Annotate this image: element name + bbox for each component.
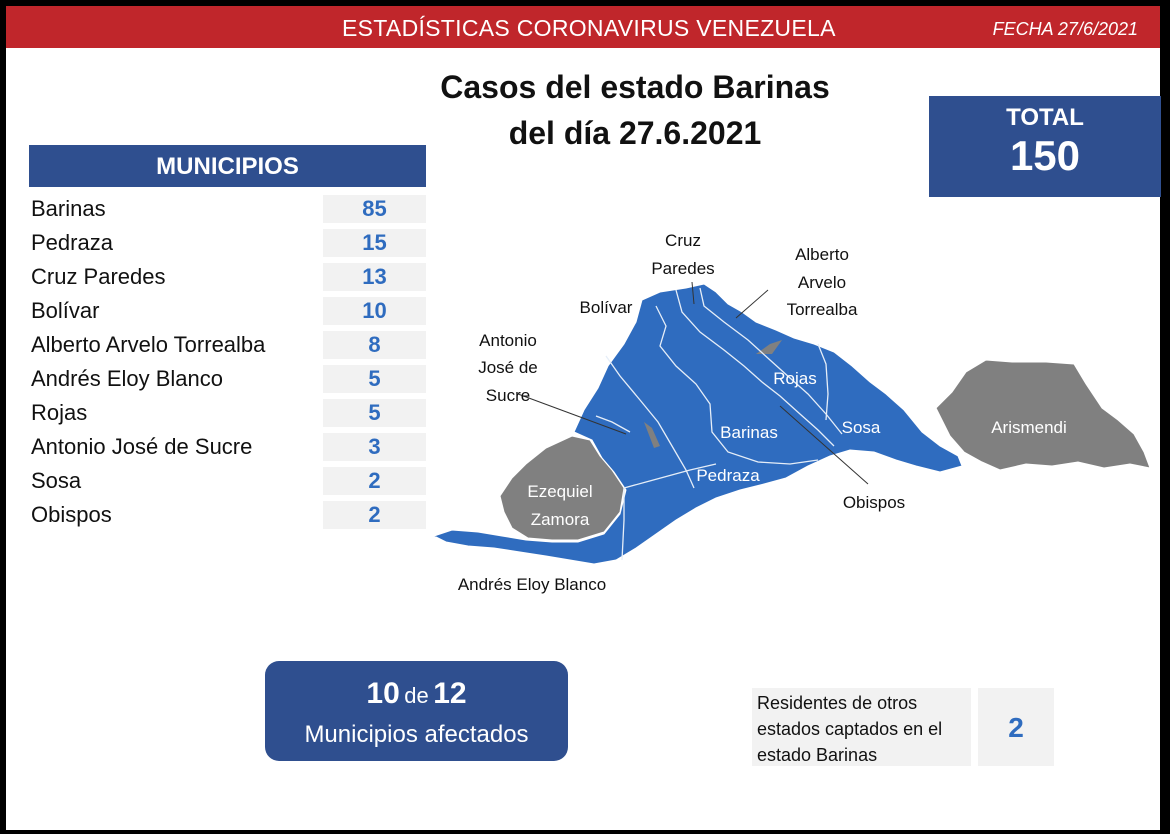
label-sucre-3: Sucre: [486, 386, 530, 405]
table-row: Antonio José de Sucre 3: [29, 430, 426, 464]
affected-count-line: 10 de 12: [265, 677, 568, 711]
municipio-name: Rojas: [31, 400, 88, 425]
affected-total: 12: [433, 677, 467, 710]
label-alberto-3: Torrealba: [787, 300, 858, 319]
municipio-name: Antonio José de Sucre: [31, 434, 253, 459]
total-box: TOTAL 150: [929, 96, 1161, 197]
table-row: Andrés Eloy Blanco 5: [29, 362, 426, 396]
table-row: Pedraza 15: [29, 226, 426, 260]
label-pedraza: Pedraza: [696, 466, 760, 485]
residents-value: 2: [978, 688, 1054, 766]
label-barinas: Barinas: [720, 423, 778, 442]
title-line-2: del día 27.6.2021: [508, 115, 762, 151]
label-rojas: Rojas: [773, 369, 816, 388]
municipio-cases: 15: [323, 229, 426, 257]
affected-label: Municipios afectados: [304, 721, 529, 748]
municipios-table: Barinas 85 Pedraza 15 Cruz Paredes 13 Bo…: [29, 192, 426, 532]
residents-line-2: estados captados en el: [757, 719, 943, 739]
header-date: FECHA 27/6/2021: [992, 19, 1138, 39]
page-title: Casos del estado Barinas del día 27.6.20…: [360, 64, 910, 156]
municipios-header: MUNICIPIOS: [29, 145, 426, 187]
affected-municipalities-box: 10 de 12 Municipios afectados: [265, 661, 568, 761]
table-row: Sosa 2: [29, 464, 426, 498]
municipio-cases: 2: [323, 467, 426, 495]
frame-bottom: [0, 830, 1170, 834]
label-alberto-1: Alberto: [795, 245, 849, 264]
label-cruz-paredes-2: Paredes: [651, 259, 714, 278]
label-bolivar: Bolívar: [580, 298, 633, 317]
municipio-cases: 8: [323, 331, 426, 359]
label-ezequiel-1: Ezequiel: [527, 482, 592, 501]
title-line-1: Casos del estado Barinas: [440, 69, 830, 105]
total-label: TOTAL: [1006, 104, 1084, 131]
municipio-cases: 5: [323, 399, 426, 427]
municipio-name: Cruz Paredes: [31, 264, 166, 289]
label-andres-eloy-blanco: Andrés Eloy Blanco: [458, 575, 606, 594]
label-sucre-1: Antonio: [479, 331, 537, 350]
leader-lines: [517, 281, 869, 485]
residents-line-1: Residentes de otros: [757, 693, 918, 713]
municipio-cases: 85: [323, 195, 426, 223]
municipio-cases: 10: [323, 297, 426, 325]
label-obispos: Obispos: [843, 493, 905, 512]
affected-connector: de: [404, 683, 429, 708]
header-bar: ESTADÍSTICAS CORONAVIRUS VENEZUELA FECHA…: [6, 6, 1160, 48]
table-row: Alberto Arvelo Torrealba 8: [29, 328, 426, 362]
municipio-name: Sosa: [31, 468, 82, 493]
table-row: Barinas 85: [29, 192, 426, 226]
municipio-name: Pedraza: [31, 230, 113, 255]
table-row: Cruz Paredes 13: [29, 260, 426, 294]
residents-text: Residentes de otros estados captados en …: [752, 688, 971, 766]
municipio-name: Bolívar: [31, 298, 100, 323]
label-sucre-2: José de: [478, 358, 538, 377]
header-title: ESTADÍSTICAS CORONAVIRUS VENEZUELA: [342, 15, 836, 41]
region-gray-sliver-1: [756, 340, 782, 354]
municipio-name: Alberto Arvelo Torrealba: [31, 332, 266, 357]
municipio-cases: 2: [323, 501, 426, 529]
affected-count: 10: [366, 677, 400, 710]
frame-right: [1160, 0, 1170, 834]
municipio-name: Andrés Eloy Blanco: [31, 366, 223, 391]
residents-line-3: estado Barinas: [757, 745, 878, 765]
frame-left: [0, 0, 6, 834]
municipio-name: Barinas: [31, 196, 106, 221]
label-cruz-paredes-1: Cruz: [665, 231, 701, 250]
region-gray-sliver-2: [644, 422, 660, 448]
frame-top: [0, 0, 1170, 6]
municipality-boundaries: [595, 287, 843, 561]
municipio-cases: 13: [323, 263, 426, 291]
total-value: 150: [1009, 132, 1081, 179]
municipio-cases: 5: [323, 365, 426, 393]
municipio-cases: 3: [323, 433, 426, 461]
label-sosa: Sosa: [842, 418, 881, 437]
table-row: Obispos 2: [29, 498, 426, 532]
label-alberto-2: Arvelo: [798, 273, 846, 292]
municipio-name: Obispos: [31, 502, 112, 527]
label-ezequiel-2: Zamora: [531, 510, 590, 529]
region-arismendi: [935, 359, 1151, 471]
table-row: Rojas 5: [29, 396, 426, 430]
label-arismendi: Arismendi: [991, 418, 1067, 437]
table-row: Bolívar 10: [29, 294, 426, 328]
